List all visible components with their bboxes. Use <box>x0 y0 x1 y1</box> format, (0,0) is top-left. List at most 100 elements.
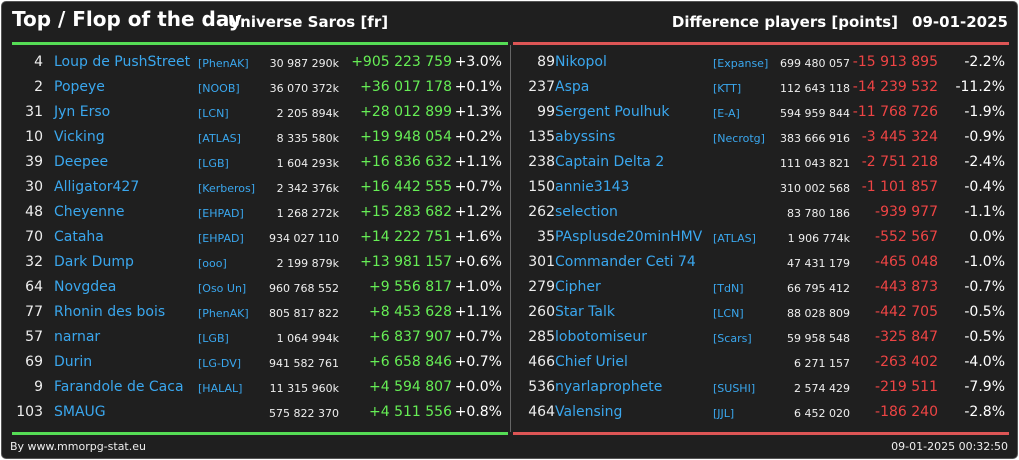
percent-change: -2.8% <box>964 404 1005 420</box>
guild-tag-link[interactable]: [Necrotg] <box>713 132 765 145</box>
guild-tag-link[interactable]: [EHPAD] <box>198 207 244 220</box>
guild-tag-link[interactable]: [LCN] <box>713 307 744 320</box>
player-score: 1 268 272k <box>276 207 339 220</box>
top-accent-bar-bottom <box>12 432 508 435</box>
guild-tag-link[interactable]: [Oso Un] <box>198 282 247 295</box>
player-name-link[interactable]: Deepee <box>54 154 109 170</box>
score-difference: +6 658 846 <box>369 354 452 370</box>
player-name-link[interactable]: Farandole de Caca <box>54 379 184 395</box>
player-name-link[interactable]: PAsplusde20minHMV <box>555 229 703 245</box>
percent-change: +1.1% <box>454 154 502 170</box>
player-name-link[interactable]: Cipher <box>555 279 601 295</box>
player-score: 310 002 568 <box>780 182 850 195</box>
guild-tag-link[interactable]: [EHPAD] <box>198 232 244 245</box>
player-score: 1 604 293k <box>276 157 339 170</box>
player-name-link[interactable]: narnar <box>54 329 101 345</box>
guild-tag-link[interactable]: [HALAL] <box>198 382 243 395</box>
guild-tag-link[interactable]: [LCN] <box>198 107 229 120</box>
flop-players-list: 89 Nikopol [Expanse] 699 480 057 -15 913 895… <box>512 50 1017 425</box>
player-name-link[interactable]: Captain Delta 2 <box>555 154 665 170</box>
player-name-link[interactable]: annie3143 <box>555 179 630 195</box>
guild-tag-link[interactable]: [LG-DV] <box>198 357 242 370</box>
player-rank: 262 <box>528 204 555 220</box>
percent-change: +0.7% <box>454 329 502 345</box>
guild-tag-link[interactable]: [JJL] <box>713 407 735 420</box>
player-name-link[interactable]: Commander Ceti 74 <box>555 254 696 270</box>
guild-tag-link[interactable]: [LGB] <box>198 332 229 345</box>
top-player-row: 69 Durin [LG-DV] 941 582 761 +6 658 846 +0.7% <box>2 350 510 375</box>
player-name-link[interactable]: Star Talk <box>555 304 615 320</box>
percent-change: +1.3% <box>454 104 502 120</box>
player-score: 699 480 057 <box>780 57 850 70</box>
player-rank: 69 <box>25 354 43 370</box>
player-rank: 279 <box>528 279 555 295</box>
player-score: 36 070 372k <box>269 82 339 95</box>
player-score: 6 271 157 <box>794 357 850 370</box>
player-name-link[interactable]: Novgdea <box>54 279 117 295</box>
player-rank: 70 <box>25 229 43 245</box>
guild-tag-link[interactable]: [PhenAK] <box>198 307 249 320</box>
player-name-link[interactable]: Loup de PushStreet <box>54 54 191 70</box>
guild-tag-link[interactable]: [SUSHI] <box>713 382 756 395</box>
percent-change: -0.9% <box>964 129 1005 145</box>
player-score: 66 795 412 <box>787 282 850 295</box>
score-difference: +15 283 682 <box>360 204 452 220</box>
player-name-link[interactable]: Alligator427 <box>54 179 140 195</box>
guild-tag-link[interactable]: [Kerberos] <box>198 182 256 195</box>
percent-change: -2.4% <box>964 154 1005 170</box>
player-rank: 77 <box>25 304 43 320</box>
player-rank: 135 <box>528 129 555 145</box>
player-score: 8 335 580k <box>276 132 339 145</box>
flop-player-row: 262 selection 83 780 186 -939 977 -1.1% <box>512 200 1017 225</box>
guild-tag-link[interactable]: [NOOB] <box>198 82 240 95</box>
player-name-link[interactable]: Dark Dump <box>54 254 134 270</box>
header-right: Difference players [points] 09-01-2025 <box>672 13 1008 31</box>
player-name-link[interactable]: Jyn Erso <box>54 104 111 120</box>
player-name-link[interactable]: abyssins <box>555 129 616 145</box>
guild-tag-link[interactable]: [Scars] <box>713 332 752 345</box>
guild-tag-link[interactable]: [TdN] <box>713 282 744 295</box>
flop-player-row: 237 Aspa [KTT] 112 643 118 -14 239 532 -11.2% <box>512 75 1017 100</box>
player-name-link[interactable]: nyarlaprophete <box>555 379 663 395</box>
player-name-link[interactable]: Vicking <box>54 129 105 145</box>
player-name-link[interactable]: Durin <box>54 354 93 370</box>
player-name-link[interactable]: Popeye <box>54 79 105 95</box>
percent-change: -0.5% <box>964 304 1005 320</box>
percent-change: +1.2% <box>454 204 502 220</box>
player-name-link[interactable]: Rhonin des bois <box>54 304 166 320</box>
player-score: 1 906 774k <box>787 232 850 245</box>
player-score: 47 431 179 <box>787 257 850 270</box>
guild-tag-link[interactable]: [ATLAS] <box>713 232 756 245</box>
flop-accent-bar <box>513 42 1009 45</box>
player-name-link[interactable]: Nikopol <box>555 54 607 70</box>
player-rank: 103 <box>16 404 43 420</box>
percent-change: +0.1% <box>454 79 502 95</box>
guild-tag-link[interactable]: [ATLAS] <box>198 132 241 145</box>
player-name-link[interactable]: selection <box>555 204 618 220</box>
player-name-link[interactable]: Aspa <box>555 79 590 95</box>
player-rank: 238 <box>528 154 555 170</box>
guild-tag-link[interactable]: [E-A] <box>713 107 740 120</box>
player-name-link[interactable]: Cheyenne <box>54 204 125 220</box>
player-rank: 150 <box>528 179 555 195</box>
player-name-link[interactable]: SMAUG <box>54 404 106 420</box>
guild-tag-link[interactable]: [LGB] <box>198 157 229 170</box>
percent-change: 0.0% <box>969 229 1005 245</box>
percent-change: -11.2% <box>955 79 1005 95</box>
guild-tag-link[interactable]: [KTT] <box>713 82 742 95</box>
percent-change: +0.8% <box>454 404 502 420</box>
player-name-link[interactable]: Cataha <box>54 229 104 245</box>
percent-change: +3.0% <box>454 54 502 70</box>
guild-tag-link[interactable]: [Expanse] <box>713 57 769 70</box>
flop-player-row: 135 abyssins [Necrotg] 383 666 916 -3 445 32… <box>512 125 1017 150</box>
score-difference: -3 445 324 <box>861 129 938 145</box>
score-difference: +14 222 751 <box>360 229 452 245</box>
percent-change: -1.0% <box>964 254 1005 270</box>
score-difference: -443 873 <box>875 279 938 295</box>
guild-tag-link[interactable]: [PhenAK] <box>198 57 249 70</box>
player-name-link[interactable]: Valensing <box>555 404 623 420</box>
guild-tag-link[interactable]: [ooo] <box>198 257 227 270</box>
player-name-link[interactable]: Chief Uriel <box>555 354 628 370</box>
player-name-link[interactable]: lobotomiseur <box>555 329 648 345</box>
player-name-link[interactable]: Sergent Poulhuk <box>555 104 670 120</box>
